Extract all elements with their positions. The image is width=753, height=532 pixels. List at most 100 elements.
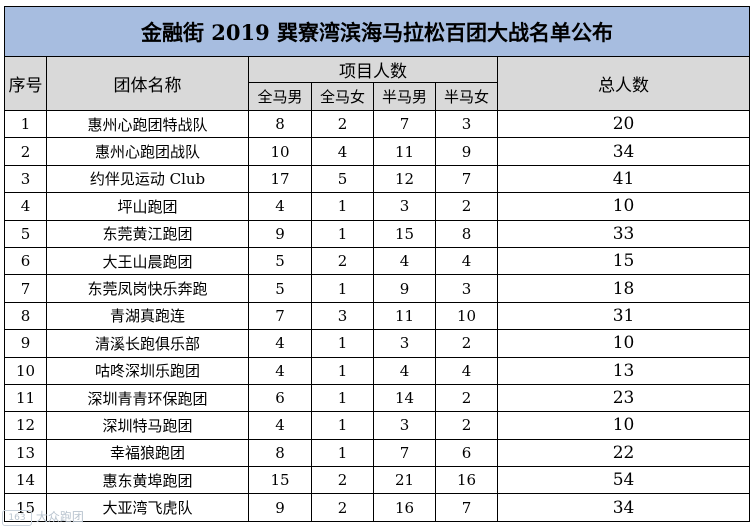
cell-total: 34 [496,493,751,522]
cell-no: 5 [4,219,47,248]
cell-half-female: 3 [435,109,498,139]
cell-full-female: 2 [311,246,374,276]
cell-team-name: 大王山晨跑团 [46,246,249,276]
watermark-logo-icon: 163 [2,509,32,526]
cell-full-male: 5 [248,274,312,303]
cell-half-male: 11 [373,137,436,166]
cell-no: 3 [4,164,47,194]
header-full-male: 全马男 [248,82,312,111]
cell-team-name: 清溪长跑俱乐部 [46,329,249,358]
cell-half-male: 12 [373,164,436,194]
cell-full-female: 1 [311,192,374,221]
cell-half-female: 7 [435,493,498,522]
cell-full-female: 2 [311,109,374,139]
cell-full-female: 1 [311,411,374,440]
cell-half-female: 2 [435,411,498,440]
cell-full-male: 10 [248,137,312,166]
cell-total: 54 [496,466,751,495]
cell-total: 23 [496,383,751,413]
table-body: 1 惠州心跑团特战队 8 2 7 3 20 2 惠州心跑团战队 10 4 11 … [4,109,751,522]
cell-full-male: 15 [248,466,312,495]
cell-half-male: 15 [373,219,436,248]
cell-full-male: 4 [248,356,312,385]
cell-team-name: 东莞黄江跑团 [46,219,249,248]
cell-team-name: 青湖真跑连 [46,301,249,331]
cell-full-female: 1 [311,383,374,413]
cell-no: 15 [4,493,47,522]
cell-team-name: 惠州心跑团战队 [46,137,249,166]
cell-total: 10 [496,329,751,358]
cell-half-female: 10 [435,301,498,331]
cell-no: 13 [4,438,47,468]
header-total: 总人数 [496,56,751,111]
cell-half-female: 9 [435,137,498,166]
cell-total: 13 [496,356,751,385]
header-full-female: 全马女 [311,82,374,111]
cell-total: 20 [496,109,751,139]
cell-total: 10 [496,192,751,221]
cell-total: 33 [496,219,751,248]
cell-full-female: 1 [311,329,374,358]
cell-team-name: 坪山跑团 [46,192,249,221]
cell-full-female: 1 [311,356,374,385]
cell-full-female: 1 [311,219,374,248]
cell-total: 15 [496,246,751,276]
cell-team-name: 深圳特马跑团 [46,411,249,440]
table-row: 6 大王山晨跑团 5 2 4 4 15 [4,246,751,276]
cell-full-female: 3 [311,301,374,331]
cell-half-female: 16 [435,466,498,495]
cell-full-male: 9 [248,493,312,522]
cell-team-name: 惠州心跑团特战队 [46,109,249,139]
cell-full-female: 4 [311,137,374,166]
cell-team-name: 惠东黄埠跑团 [46,466,249,495]
cell-half-male: 21 [373,466,436,495]
cell-half-male: 3 [373,192,436,221]
table-row: 5 东莞黄江跑团 9 1 15 8 33 [4,219,751,248]
table-row: 1 惠州心跑团特战队 8 2 7 3 20 [4,109,751,139]
cell-total: 22 [496,438,751,468]
cell-no: 4 [4,192,47,221]
cell-half-male: 11 [373,301,436,331]
cell-half-male: 3 [373,411,436,440]
cell-full-male: 8 [248,109,312,139]
cell-no: 11 [4,383,47,413]
cell-team-name: 咕咚深圳乐跑团 [46,356,249,385]
table-row: 3 约伴见运动 Club 17 5 12 7 41 [4,164,751,194]
cell-full-male: 4 [248,411,312,440]
cell-half-female: 4 [435,246,498,276]
cell-half-female: 7 [435,164,498,194]
cell-team-name: 幸福狼跑团 [46,438,249,468]
table-row: 14 惠东黄埠跑团 15 2 21 16 54 [4,466,751,495]
table-row: 15 大亚湾飞虎队 9 2 16 7 34 [4,493,751,522]
cell-half-female: 2 [435,383,498,413]
table-row: 4 坪山跑团 4 1 3 2 10 [4,192,751,221]
cell-full-male: 5 [248,246,312,276]
cell-no: 6 [4,246,47,276]
cell-team-name: 东莞凤岗快乐奔跑 [46,274,249,303]
table-row: 12 深圳特马跑团 4 1 3 2 10 [4,411,751,440]
cell-half-male: 4 [373,356,436,385]
table-title: 金融街 2019 巽寮湾滨海马拉松百团大战名单公布 [3,6,751,57]
cell-half-male: 16 [373,493,436,522]
cell-half-male: 14 [373,383,436,413]
cell-no: 2 [4,137,47,166]
cell-no: 7 [4,274,47,303]
cell-team-name: 大亚湾飞虎队 [46,493,249,522]
cell-full-male: 6 [248,383,312,413]
cell-full-male: 17 [248,164,312,194]
cell-full-female: 5 [311,164,374,194]
header-half-male: 半马男 [373,82,436,111]
roster-sheet: 金融街 2019 巽寮湾滨海马拉松百团大战名单公布 序号 团体名称 项目人数 总… [3,6,751,528]
cell-no: 8 [4,301,47,331]
cell-no: 10 [4,356,47,385]
cell-no: 12 [4,411,47,440]
cell-no: 1 [4,109,47,139]
cell-full-male: 4 [248,329,312,358]
watermark: 163 大众跑团 [2,508,84,526]
table-row: 8 青湖真跑连 7 3 11 10 31 [4,301,751,331]
cell-full-male: 9 [248,219,312,248]
cell-no: 9 [4,329,47,358]
cell-full-male: 7 [248,301,312,331]
cell-total: 34 [496,137,751,166]
cell-full-female: 2 [311,466,374,495]
